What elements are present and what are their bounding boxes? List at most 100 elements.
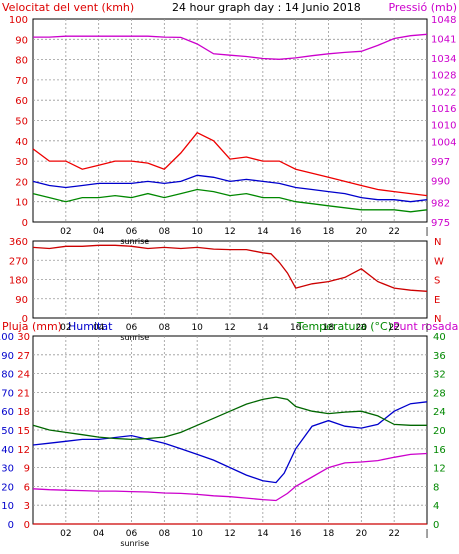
direction-tick-label: 360	[9, 237, 28, 248]
humidity-axis-label: Humitat	[68, 320, 113, 333]
wind-axis-label: Velocitat del vent (kmh)	[2, 1, 134, 14]
temperature-axis-label: Temperatura (°C)	[296, 320, 392, 333]
x-tick-label: 08	[159, 529, 171, 539]
humidity-tick-label: 90	[1, 351, 14, 362]
x-tick-label: 20	[356, 227, 368, 237]
x-tick-label: 10	[191, 227, 203, 237]
pressure-tick-label: 982	[431, 199, 450, 210]
x-tick-label: 22	[388, 227, 399, 237]
pressure-tick-label: 1010	[431, 121, 456, 132]
direction-tick-label: 0	[22, 314, 28, 325]
wind-tick-label: 80	[15, 56, 28, 67]
temperature-tick-label: 0	[433, 520, 439, 531]
x-tick-label: 06	[126, 529, 138, 539]
sunrise-label: sunrise	[120, 539, 149, 548]
temperature-tick-label: 28	[433, 388, 446, 399]
x-tick-label: 20	[356, 323, 368, 333]
pressure-tick-label: 1041	[431, 34, 456, 45]
x-end-tick: |	[425, 227, 428, 237]
x-tick-label: 02	[60, 227, 71, 237]
rain-tick-label: 3	[24, 501, 30, 512]
rain-tick-label: 30	[17, 332, 30, 343]
x-tick-label: 20	[356, 529, 368, 539]
wind-tick-label: 50	[15, 117, 28, 128]
wind-tick-label: 90	[15, 35, 28, 46]
x-tick-label: 08	[159, 323, 171, 333]
temperature-tick-label: 12	[433, 464, 446, 475]
x-tick-label: 16	[290, 323, 302, 333]
temperature-tick-label: 8	[433, 482, 439, 493]
pressure-axis-label: Pressió (mb)	[388, 1, 457, 14]
x-tick-label: 22	[388, 529, 399, 539]
humidity-tick-label: 100	[0, 332, 14, 343]
x-tick-label: 10	[191, 323, 203, 333]
x-tick-label: 18	[323, 529, 335, 539]
series-pressi-	[33, 33, 428, 60]
x-tick-label: 06	[126, 227, 138, 237]
humidity-tick-label: 20	[1, 482, 14, 493]
rain-tick-label: 24	[17, 370, 30, 381]
x-tick-label: 16	[290, 529, 302, 539]
humidity-tick-label: 50	[1, 426, 14, 437]
x-tick-label: 14	[257, 227, 269, 237]
series-velocitat-vent-ratxa	[32, 131, 428, 197]
series-wind-direction	[32, 244, 428, 292]
x-tick-label: 02	[60, 323, 71, 333]
pressure-tick-label: 1022	[431, 87, 456, 98]
compass-label: N	[434, 314, 441, 325]
sunrise-label: sunrise	[120, 333, 149, 342]
pressure-tick-label: 1004	[431, 137, 456, 148]
humidity-tick-label: 40	[1, 445, 14, 456]
x-tick-label: 22	[388, 323, 399, 333]
humidity-tick-label: 30	[1, 464, 14, 475]
wind-tick-label: 100	[9, 15, 28, 26]
x-tick-label: 14	[257, 323, 269, 333]
wind-tick-label: 10	[15, 198, 28, 209]
x-tick-label: 10	[191, 529, 203, 539]
dewpoint-axis-label: Punt rosada	[393, 320, 458, 333]
rain-tick-label: 21	[17, 388, 30, 399]
pressure-tick-label: 997	[431, 157, 450, 168]
wind-tick-label: 20	[15, 177, 28, 188]
pressure-tick-label: 990	[431, 176, 450, 187]
rain-tick-label: 15	[17, 426, 30, 437]
x-end-tick: |	[425, 323, 428, 333]
temperature-tick-label: 40	[433, 332, 446, 343]
rain-axis-label: Pluja (mm)	[2, 320, 62, 333]
x-tick-label: 18	[323, 227, 335, 237]
x-tick-label: 12	[224, 227, 235, 237]
x-tick-label: 08	[159, 227, 171, 237]
compass-label: W	[434, 256, 444, 267]
x-tick-label: 04	[93, 323, 105, 333]
wind-tick-label: 70	[15, 76, 28, 87]
x-tick-label: 12	[224, 529, 235, 539]
wind-tick-label: 60	[15, 96, 28, 107]
series-humitat	[32, 401, 428, 484]
pressure-tick-label: 1028	[431, 71, 456, 82]
direction-tick-label: 270	[9, 256, 28, 267]
x-tick-label: 06	[126, 323, 138, 333]
series-punt-rosada	[32, 452, 428, 502]
humidity-tick-label: 80	[1, 370, 14, 381]
x-tick-label: 12	[224, 323, 235, 333]
x-tick-label: 02	[60, 529, 71, 539]
x-tick-label: 04	[93, 227, 105, 237]
pressure-tick-label: 1016	[431, 104, 456, 115]
series-velocitat-vent-m-nima	[32, 188, 428, 213]
pressure-tick-label: 1034	[431, 54, 456, 65]
rain-tick-label: 0	[24, 520, 30, 531]
humidity-tick-label: 70	[1, 388, 14, 399]
x-tick-label: 14	[257, 529, 269, 539]
series-temperatura	[32, 396, 427, 441]
rain-tick-label: 12	[17, 445, 30, 456]
wind-tick-label: 0	[22, 218, 28, 229]
chart-title: 24 hour graph day : 14 Junio 2018	[172, 1, 361, 14]
x-tick-label: 18	[323, 323, 335, 333]
rain-tick-label: 18	[17, 407, 30, 418]
temperature-tick-label: 16	[433, 445, 446, 456]
compass-label: E	[434, 295, 440, 306]
temperature-tick-label: 4	[433, 501, 439, 512]
rain-tick-label: 27	[17, 351, 30, 362]
series-velocitat-vent-mitjana	[32, 174, 428, 203]
